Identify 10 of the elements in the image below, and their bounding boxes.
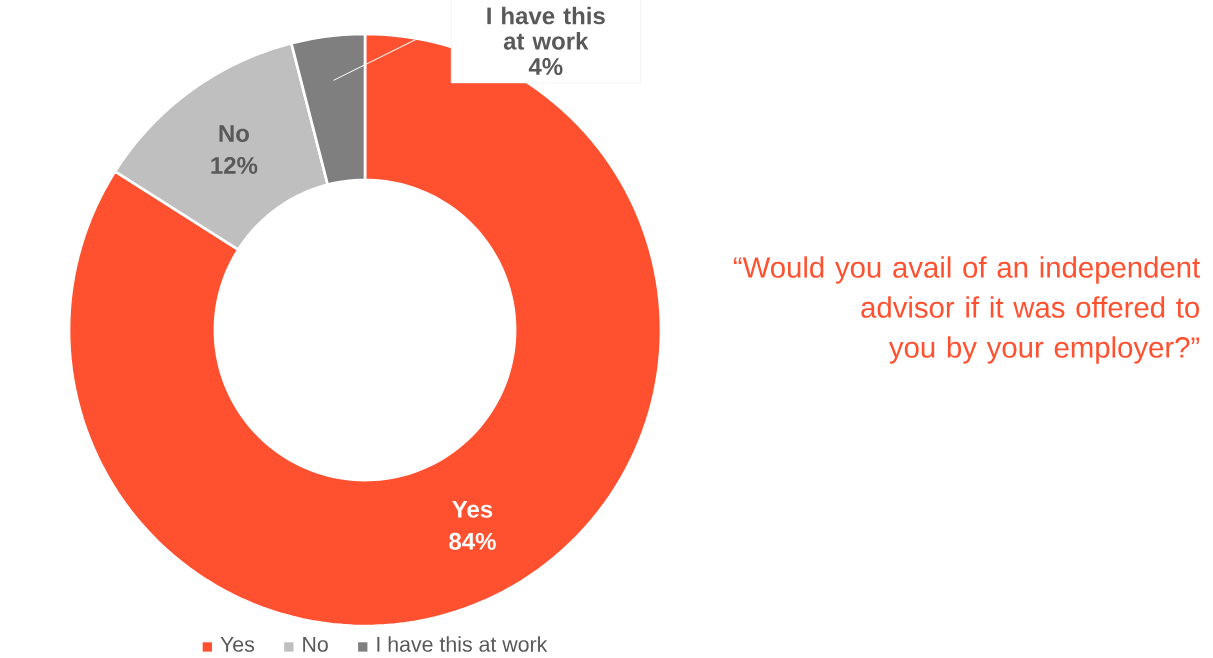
legend-label: No	[303, 636, 328, 652]
legend-label: I have this at work	[377, 636, 548, 652]
slice-label: Yes	[452, 501, 493, 518]
data-label: 84%	[449, 532, 496, 550]
data-label: 12%	[211, 156, 258, 174]
slice-label: I have this at work	[487, 6, 605, 50]
legend-label: Yes	[220, 636, 255, 652]
data-label: 4%	[528, 58, 563, 75]
text: “Would you avail of an independent advisor if it was offered to you by your employer?”	[733, 256, 1200, 364]
slice-label: No	[219, 125, 249, 142]
